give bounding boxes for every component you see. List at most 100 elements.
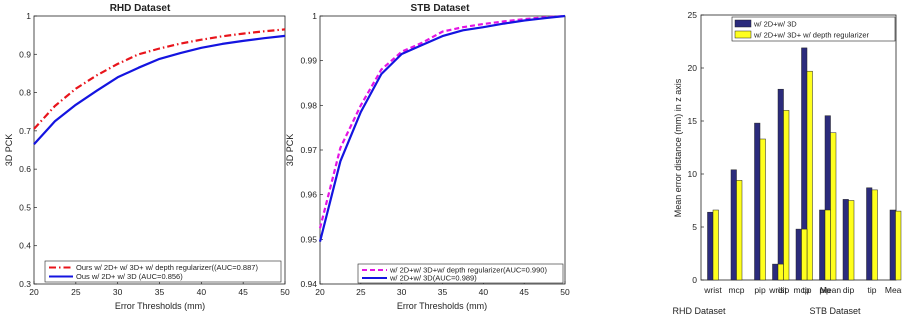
rhd-legend-label-1: Ous w/ 2D+ w/ 3D (AUC=0.856) <box>76 272 183 281</box>
bar-y-tick-label: 5 <box>692 222 697 232</box>
rhd-y-tick-label: 0.7 <box>19 126 31 136</box>
rhd-y-tick-label: 0.4 <box>19 241 31 251</box>
bar-legend-label-0: w/ 2D+w/ 3D <box>753 20 797 29</box>
bar-category-label: wrist <box>703 285 722 295</box>
bar-category-label: dip <box>843 285 855 295</box>
stb-series-line-1 <box>318 14 566 242</box>
bar-y-axis-label: Mean error distance (mm) in z axis <box>673 78 683 217</box>
bar-series-1-bar <box>801 228 808 281</box>
stb-y-tick-label: 0.97 <box>300 145 317 155</box>
bar-series-0-bar <box>754 122 761 281</box>
rhd-chart-title: RHD Dataset <box>110 3 171 14</box>
stb-legend-label-1: w/ 2D+w/ 3D(AUC=0.989) <box>389 274 477 283</box>
bar-category-label: dip <box>778 285 790 295</box>
stb-series-line-0 <box>318 14 566 229</box>
bar-group-label-stb: STB Dataset <box>809 306 861 316</box>
bar-series-1-bar <box>736 180 743 281</box>
stb-x-tick-label: 50 <box>560 287 570 297</box>
bar-category-label: Mean <box>885 285 902 295</box>
stb-pck-chart: STB Dataset 20 25 30 35 40 45 50 0.94 0.95 0.96 0.… <box>285 3 570 311</box>
bar-legend-swatch-0 <box>734 19 752 28</box>
bar-category-label: wrist <box>768 285 787 295</box>
rhd-x-tick-label: 50 <box>280 287 290 297</box>
stb-y-tick-label: 0.95 <box>300 234 317 244</box>
bar-series-1-bar <box>783 110 790 281</box>
rhd-y-tick-label: 1 <box>26 11 31 21</box>
bar-y-tick-label: 25 <box>688 10 698 20</box>
bar-category-label: pip <box>754 285 766 295</box>
rhd-y-tick-label: 0.8 <box>19 88 31 98</box>
bar-series-0-bar <box>819 209 826 281</box>
bar-legend-box <box>731 16 896 42</box>
bar-series-0-bar <box>777 88 784 281</box>
bar-category-label: tip <box>868 285 877 295</box>
stb-y-axis-label: 3D PCK <box>285 134 295 167</box>
bar-category-label: Mean <box>820 285 842 295</box>
bar-y-tick-label: 20 <box>688 63 698 73</box>
bar-y-tick-label: 10 <box>688 169 698 179</box>
bar-series-1-bar <box>712 209 719 281</box>
stb-legend-label-0: w/ 2D+w/ 3D+w/ depth regularizer(AUC=0.9… <box>389 266 547 275</box>
rhd-series-line-1 <box>33 34 286 146</box>
bar-series-0-bar <box>730 169 737 281</box>
bar-category-label: tip <box>803 285 812 295</box>
rhd-y-tick-label: 0.9 <box>19 49 31 59</box>
rhd-x-tick-label: 40 <box>197 287 207 297</box>
bar-category-label: mcp <box>728 285 744 295</box>
bar-series-1-bar <box>759 138 766 281</box>
bar-legend-swatch-1 <box>734 30 752 39</box>
rhd-x-tick-label: 30 <box>113 287 123 297</box>
rhd-x-axis-label: Error Thresholds (mm) <box>115 301 205 311</box>
stb-x-tick-label: 45 <box>519 287 529 297</box>
bar-category-label: mcp <box>793 285 809 295</box>
rhd-y-axis-label: 3D PCK <box>4 134 14 167</box>
rhd-series-line-0 <box>33 28 286 130</box>
rhd-x-tick-label: 45 <box>238 287 248 297</box>
rhd-x-tick-label: 35 <box>155 287 165 297</box>
stb-legend-box <box>357 263 564 284</box>
stb-plot-frame <box>319 15 566 285</box>
rhd-y-tick-label: 0.3 <box>19 279 31 289</box>
bar-series-0-bar <box>842 199 849 281</box>
bar-series-0-bar <box>707 211 714 281</box>
rhd-legend-label-0: Ours w/ 2D+ w/ 3D+ w/ depth regularizer(… <box>76 263 258 272</box>
rhd-legend: Ours w/ 2D+ w/ 3D+ w/ depth regularizer(… <box>44 260 282 283</box>
stb-y-tick-label: 0.98 <box>300 100 317 110</box>
bar-series-1-bar <box>848 200 855 281</box>
stb-x-tick-label: 20 <box>315 287 325 297</box>
bar-series-1-bar <box>777 263 784 281</box>
stb-chart-title: STB Dataset <box>411 3 471 14</box>
bar-y-tick-label: 15 <box>688 116 698 126</box>
rhd-y-tick-label: 0.6 <box>19 164 31 174</box>
bar-series-0-bar <box>889 209 896 281</box>
bar-series-1-bar <box>806 70 813 281</box>
bar-series-1-bar <box>830 132 837 281</box>
rhd-y-tick-label: 0.5 <box>19 202 31 212</box>
bar-legend: w/ 2D+w/ 3D w/ 2D+w/ 3D+ w/ depth regula… <box>731 16 896 42</box>
bar-series-1-bar <box>895 210 902 281</box>
stb-legend: w/ 2D+w/ 3D+w/ depth regularizer(AUC=0.9… <box>357 263 564 284</box>
rhd-plot-frame <box>33 15 286 285</box>
bar-series-0-bar <box>772 263 779 281</box>
stb-x-tick-label: 35 <box>438 287 448 297</box>
bar-category-label: pip <box>819 285 831 295</box>
bar-series-0-bar <box>866 187 873 281</box>
stb-y-tick-label: 0.96 <box>300 190 317 200</box>
stb-y-tick-label: 0.94 <box>300 279 317 289</box>
stb-y-tick-label: 1 <box>312 11 317 21</box>
bar-series-1-bar <box>871 189 878 281</box>
bar-series-0-bar <box>795 228 802 281</box>
bar-group-label-rhd: RHD Dataset <box>672 306 726 316</box>
stb-y-tick-label: 0.99 <box>300 56 317 66</box>
stb-x-tick-label: 30 <box>397 287 407 297</box>
rhd-legend-box <box>44 260 282 283</box>
stb-x-tick-label: 25 <box>356 287 366 297</box>
bar-legend-label-1: w/ 2D+w/ 3D+ w/ depth regularizer <box>753 31 870 40</box>
stb-x-tick-label: 40 <box>479 287 489 297</box>
rhd-x-tick-label: 25 <box>71 287 81 297</box>
bar-series-1-bar <box>824 209 831 281</box>
rhd-pck-chart: RHD Dataset 20 25 30 35 40 45 50 0.3 0.4 0.5 0.6 0.… <box>4 3 290 311</box>
stb-x-axis-label: Error Thresholds (mm) <box>397 301 487 311</box>
